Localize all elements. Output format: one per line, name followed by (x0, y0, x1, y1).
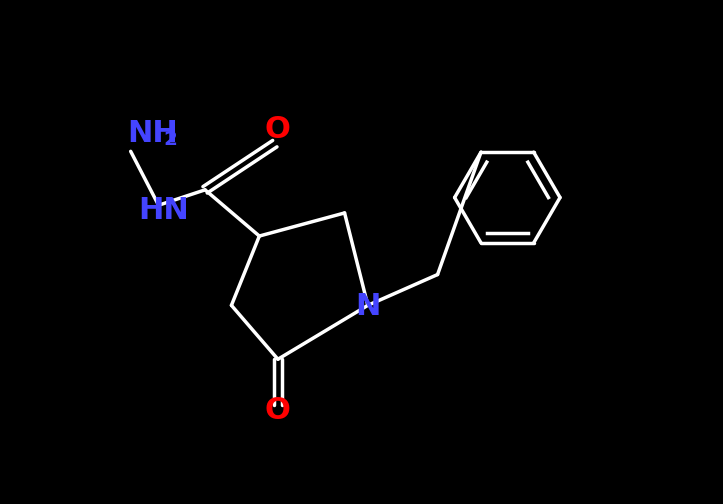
Text: 2: 2 (163, 131, 177, 149)
Text: O: O (265, 115, 291, 144)
Text: N: N (355, 292, 380, 322)
Text: HN: HN (138, 196, 189, 225)
Text: O: O (265, 396, 291, 425)
Text: NH: NH (127, 119, 178, 148)
